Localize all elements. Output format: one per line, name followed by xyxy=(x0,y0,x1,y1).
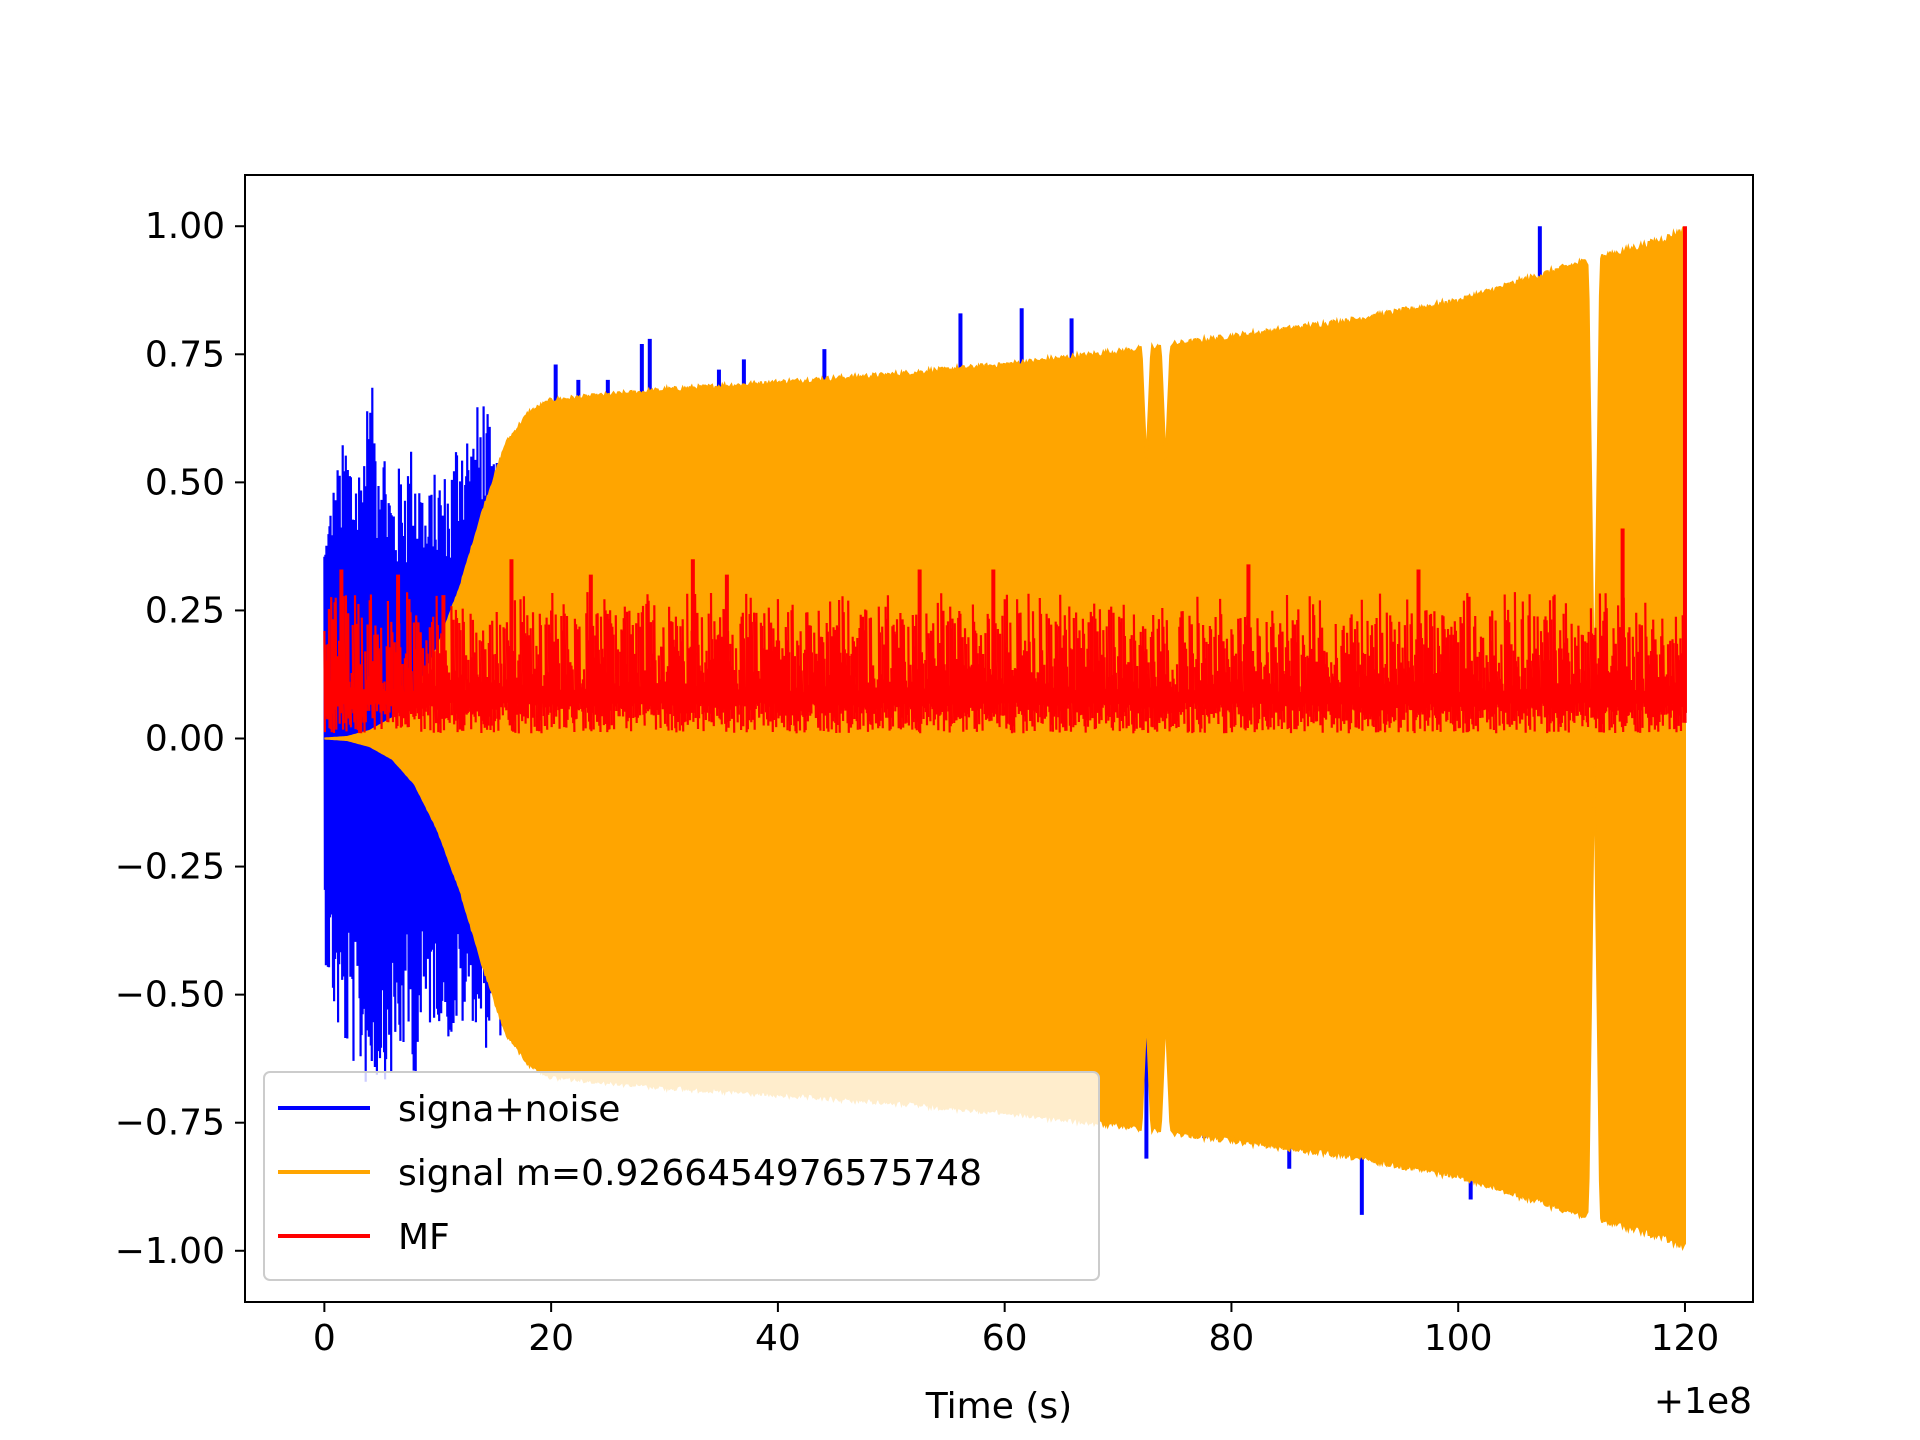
y-tick-label: 0.00 xyxy=(145,719,225,760)
plot-data-area xyxy=(323,225,1687,1252)
y-tick-label: −1.00 xyxy=(115,1231,225,1272)
y-tick-label: 0.50 xyxy=(145,462,225,503)
x-tick-label: 60 xyxy=(982,1318,1028,1359)
y-tick-label: 1.00 xyxy=(145,206,225,247)
y-axis: 1.00 0.75 0.50 0.25 0.00 −0.25 −0.50 −0.75 −1.00 xyxy=(115,206,245,1272)
x-tick-label: 40 xyxy=(755,1318,801,1359)
x-axis: 0 20 40 60 80 100 120 xyxy=(313,1302,1719,1359)
x-tick-label: 80 xyxy=(1209,1318,1255,1359)
y-tick-label: 0.25 xyxy=(145,590,225,631)
x-tick-label: 120 xyxy=(1651,1318,1720,1359)
x-axis-label: Time (s) xyxy=(925,1386,1072,1427)
legend-label: signa+noise xyxy=(398,1089,620,1130)
x-tick-label: 20 xyxy=(528,1318,574,1359)
legend-label: signal m=0.9266454976575748 xyxy=(398,1153,982,1194)
legend-box xyxy=(263,1071,1100,1281)
series-mf xyxy=(323,226,1687,734)
x-tick-label: 0 xyxy=(313,1318,336,1359)
legend: signa+noise signal m=0.9266454976575748 MF xyxy=(263,1071,1100,1281)
legend-label: MF xyxy=(398,1217,450,1258)
y-tick-label: −0.25 xyxy=(115,847,225,888)
y-tick-label: −0.75 xyxy=(115,1103,225,1144)
y-tick-label: 0.75 xyxy=(145,334,225,375)
x-tick-label: 100 xyxy=(1424,1318,1493,1359)
x-offset-label: +1e8 xyxy=(1654,1381,1752,1422)
y-tick-label: −0.50 xyxy=(115,975,225,1016)
mf-band xyxy=(323,592,1687,734)
